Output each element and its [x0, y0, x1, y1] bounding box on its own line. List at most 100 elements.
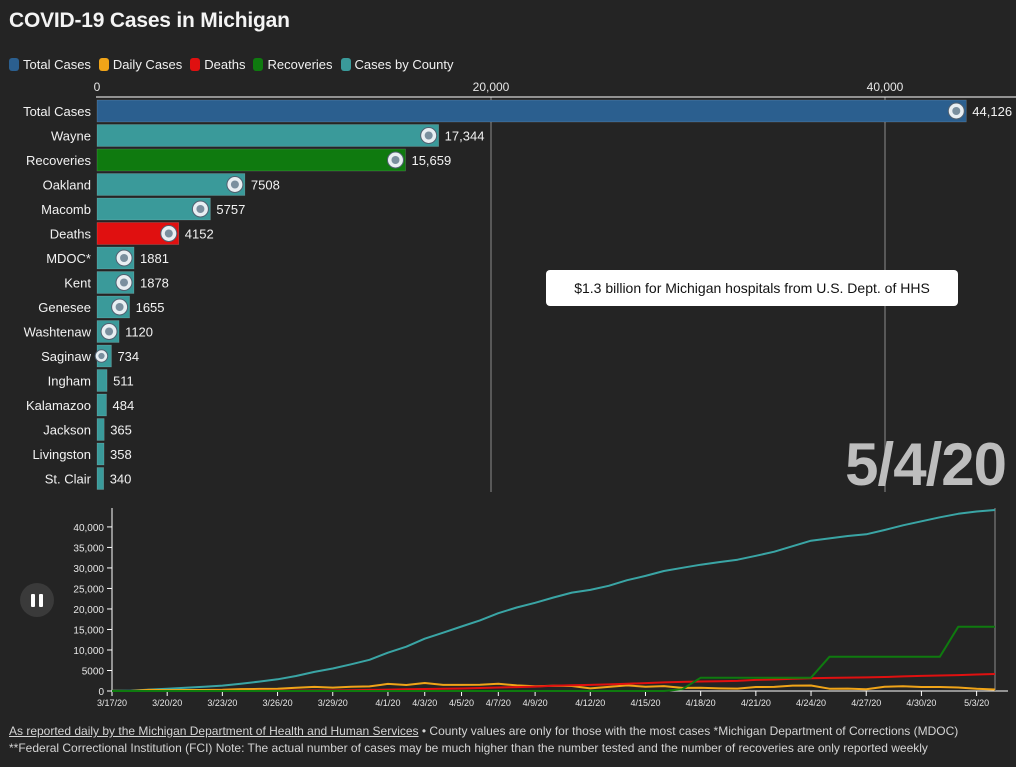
bar — [96, 442, 105, 466]
bar-value-label: 511 — [113, 374, 134, 389]
bar — [96, 418, 105, 441]
legend-swatch — [190, 58, 201, 71]
bar-emblem-center — [98, 352, 105, 360]
line-x-tick-label: 3/23/20 — [207, 698, 237, 708]
bar-value-label: 7508 — [251, 178, 280, 193]
legend-label: Daily Cases — [112, 57, 183, 72]
line-y-tick-label: 25,000 — [73, 584, 104, 595]
line-y-tick-label: 30,000 — [73, 564, 104, 575]
legend-item[interactable]: Cases by County — [340, 57, 454, 72]
series-line-total-cases — [111, 509, 996, 692]
bar-value-label: 484 — [113, 398, 135, 413]
bar — [96, 393, 107, 417]
chart-area: 0 20,000 40,000 Total Cases 44,126 Wayne 17,34… — [23, 80, 1016, 708]
line-x-tick-label: 4/24/20 — [796, 698, 826, 708]
bar-category-label: Deaths — [50, 227, 92, 242]
bar-category-label: Macomb — [41, 202, 91, 217]
line-x-tick-label: 3/20/20 — [152, 698, 182, 708]
bar-value-label: 15,659 — [411, 153, 451, 168]
bar-category-label: Jackson — [43, 423, 91, 438]
bar-emblem-center — [164, 229, 173, 238]
bar-emblem-center — [952, 107, 961, 115]
bar-category-label: Total Cases — [23, 104, 91, 119]
bar-category-label: Washtenaw — [24, 325, 92, 340]
current-date: 5/4/20 — [845, 431, 1007, 498]
line-x-tick-label: 4/1/20 — [375, 698, 400, 708]
bar — [96, 148, 406, 172]
legend-item[interactable]: Daily Cases — [98, 57, 183, 72]
line-x-tick-label: 3/29/20 — [318, 698, 348, 708]
line-x-tick-label: 4/15/20 — [630, 698, 660, 708]
pause-icon — [39, 593, 43, 607]
line-x-tick-label: 3/26/20 — [263, 698, 293, 708]
bar-emblem-center — [391, 156, 400, 164]
bar — [96, 173, 246, 196]
line-x-tick-label: 4/7/20 — [486, 698, 511, 708]
legend-item[interactable]: Deaths — [190, 57, 245, 72]
bar-x-tick-label: 0 — [94, 80, 101, 94]
bar-value-label: 365 — [110, 423, 132, 438]
footer-note-1: • County values are only for those with … — [418, 724, 959, 738]
bar-category-label: Wayne — [51, 129, 91, 144]
bar — [96, 99, 967, 123]
bar-chart: 0 20,000 40,000 Total Cases 44,126 Wayne 17,34… — [23, 80, 1016, 492]
legend-swatch — [253, 58, 264, 71]
line-x-tick-label: 4/27/20 — [851, 698, 881, 708]
line-x-tick-label: 4/21/20 — [741, 698, 771, 708]
source-link[interactable]: As reported daily by the Michigan Depart… — [9, 724, 419, 738]
line-chart: 0 5000 10,000 15,000 20,000 25,000 30,000 35,00… — [73, 508, 1008, 708]
legend-label: Cases by County — [354, 57, 454, 72]
bar-category-label: Saginaw — [41, 349, 91, 364]
bar-value-label: 1878 — [140, 276, 169, 291]
bar-value-label: 1120 — [125, 325, 153, 340]
legend: Total Cases Daily Cases Deaths Recoveries Ca… — [9, 57, 454, 72]
bar-value-label: 17,344 — [445, 129, 485, 144]
legend-swatch — [98, 58, 109, 71]
pause-icon — [31, 593, 35, 607]
bar-category-label: Recoveries — [26, 153, 92, 168]
legend-label: Total Cases — [23, 57, 91, 72]
pause-button[interactable] — [20, 583, 54, 617]
bar-category-label: Kalamazoo — [26, 398, 91, 413]
legend-item[interactable]: Total Cases — [9, 57, 91, 72]
bar-emblem-center — [120, 254, 129, 262]
line-x-tick-label: 4/9/20 — [523, 698, 548, 708]
bar-category-label: Genesee — [38, 300, 91, 315]
bar-emblem-center — [424, 131, 433, 140]
legend-label: Deaths — [204, 57, 246, 72]
legend-label: Recoveries — [267, 57, 333, 72]
line-y-tick-label: 40,000 — [73, 523, 104, 534]
bar — [96, 197, 211, 221]
bar-emblem-center — [115, 303, 124, 311]
line-x-tick-label: 4/5/20 — [449, 698, 474, 708]
bar-value-label: 4152 — [185, 227, 214, 242]
legend-item[interactable]: Recoveries — [253, 57, 333, 72]
footer-note-2: **Federal Correctional Institution (FCI)… — [9, 741, 928, 755]
bar-category-label: Livingston — [32, 447, 91, 462]
bar — [96, 222, 180, 245]
line-y-tick-label: 0 — [98, 687, 104, 698]
bar-value-label: 5757 — [216, 202, 245, 217]
bar-value-label: 734 — [117, 349, 139, 364]
bar-category-label: MDOC* — [46, 251, 91, 266]
bar-x-tick-label: 40,000 — [867, 80, 904, 94]
bar-value-label: 1655 — [136, 300, 165, 315]
bar-category-label: Kent — [64, 276, 91, 291]
legend-swatch — [340, 58, 351, 71]
annotation-box: $1.3 billion for Michigan hospitals from… — [546, 270, 958, 306]
line-y-tick-label: 10,000 — [73, 646, 104, 657]
bar — [96, 467, 104, 490]
bar-value-label: 340 — [110, 472, 132, 487]
line-x-tick-label: 3/17/20 — [97, 698, 127, 708]
legend-swatch — [9, 58, 19, 71]
bar-value-label: 358 — [110, 447, 132, 462]
line-y-tick-label: 35,000 — [73, 543, 104, 554]
bar — [96, 124, 439, 147]
bar — [96, 369, 108, 392]
bar-x-tick-label: 20,000 — [473, 80, 510, 94]
series-line-recoveries — [112, 625, 995, 692]
bar-value-label: 44,126 — [972, 104, 1012, 119]
line-y-tick-label: 20,000 — [73, 605, 104, 616]
bar-emblem-center — [230, 180, 239, 189]
bar-category-label: Oakland — [43, 178, 91, 193]
